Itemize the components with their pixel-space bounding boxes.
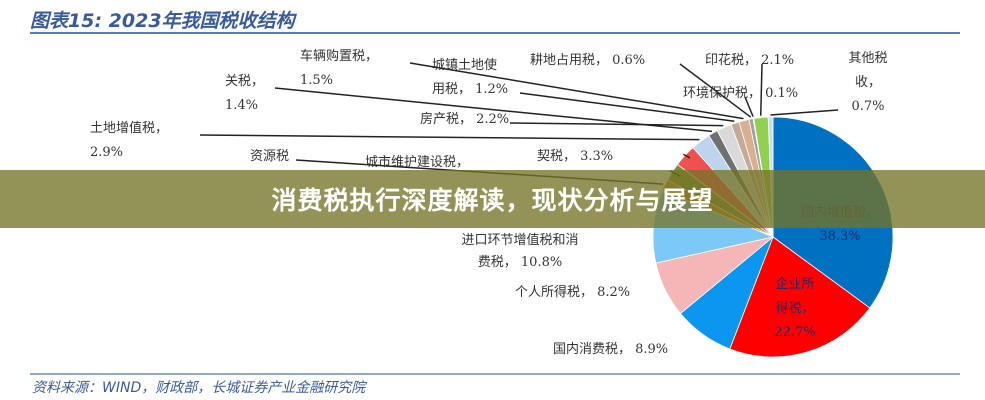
- slice-label: 0.7%: [851, 99, 884, 114]
- slice-label: 得税，: [775, 300, 814, 316]
- slice-label: 环境保护税， 0.1%: [683, 86, 798, 101]
- title-divider: [30, 32, 960, 34]
- pie-slice: [729, 236, 871, 358]
- slice-label: 土地增值税，: [90, 120, 168, 136]
- slice-label: 22.7%: [774, 325, 815, 340]
- headline-text: 消费税执行深度解读，现状分析与展望: [271, 186, 714, 215]
- leader-line: [770, 109, 839, 116]
- slice-label: 费税， 10.8%: [478, 255, 562, 270]
- slice-label: 收，: [855, 75, 881, 90]
- slice-label: 38.3%: [819, 229, 860, 244]
- slice-label: 国内消费税， 8.9%: [553, 341, 668, 357]
- slice-label: 车辆购置税，: [300, 48, 378, 64]
- slice-label: 进口环节增值税和消: [461, 232, 578, 248]
- slice-label: 2.9%: [90, 145, 123, 160]
- slice-label: 房产税， 2.2%: [420, 111, 509, 127]
- leader-line: [519, 92, 735, 123]
- slice-label: 资源税: [250, 149, 289, 164]
- leader-line: [679, 63, 752, 118]
- leader-line: [509, 122, 724, 127]
- leader-line: [409, 62, 744, 120]
- leader-line: [744, 96, 754, 117]
- source-divider: [30, 373, 960, 375]
- slice-label: 个人所得税， 8.2%: [515, 284, 630, 300]
- slice-label: 1.5%: [300, 73, 333, 88]
- slice-label: 城镇土地使: [432, 57, 497, 73]
- slice-label: 企业所: [775, 276, 814, 292]
- leader-line: [759, 63, 763, 116]
- slice-label: 用税， 1.2%: [432, 82, 508, 97]
- leader-line: [682, 153, 691, 159]
- slice-label: 印花税， 2.1%: [705, 52, 794, 68]
- slice-label: 其他税: [848, 51, 887, 66]
- slice-label: 关税，: [225, 74, 264, 89]
- chart-title: 图表15: 2023年我国税收结构: [30, 10, 295, 32]
- slice-label: 契税， 3.3%: [537, 149, 613, 164]
- slice-label: 城市维护建设税，: [365, 154, 469, 170]
- leader-line: [199, 134, 700, 141]
- slice-label: 1.4%: [225, 98, 258, 113]
- slice-label: 耕地占用税， 0.6%: [530, 52, 645, 68]
- headline-banner: 消费税执行深度解读，现状分析与展望: [0, 170, 985, 228]
- chart-source: 资料来源：WIND，财政部，长城证券产业金融研究院: [32, 380, 366, 396]
